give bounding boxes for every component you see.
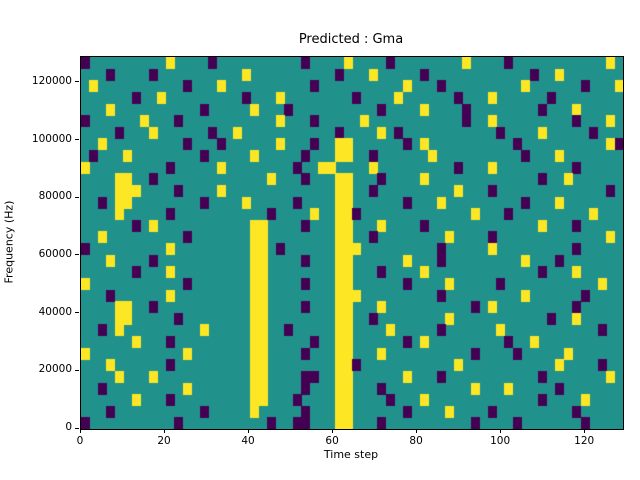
y-tick-mark	[75, 254, 79, 256]
y-tick-label: 60000	[38, 247, 72, 260]
y-tick-mark	[75, 81, 79, 83]
x-tick-label: 40	[241, 435, 255, 447]
x-tick-mark	[331, 429, 333, 433]
x-tick-label: 120	[574, 435, 595, 447]
chart-title: Predicted : Gma	[298, 32, 404, 47]
y-axis-label: Frequency (Hz)	[2, 200, 16, 284]
x-tick-mark	[79, 429, 81, 433]
x-tick-label: 100	[490, 435, 511, 447]
y-tick-label: 0	[65, 421, 72, 433]
y-tick-label: 120000	[31, 74, 72, 87]
y-tick-label: 20000	[38, 363, 72, 376]
x-tick-mark	[583, 429, 585, 433]
y-tick-label: 80000	[38, 190, 72, 203]
heatmap-canvas	[81, 57, 623, 429]
x-tick-mark	[499, 429, 501, 433]
plot-area	[80, 56, 624, 430]
y-tick-mark	[75, 139, 79, 141]
y-tick-mark	[75, 369, 79, 371]
y-tick-mark	[75, 312, 79, 314]
y-tick-label: 100000	[31, 132, 72, 145]
y-tick-mark	[75, 196, 79, 198]
x-tick-label: 0	[76, 435, 84, 447]
x-axis-label: Time step	[323, 448, 379, 461]
x-tick-label: 80	[409, 435, 423, 447]
x-tick-label: 60	[325, 435, 339, 447]
y-tick-mark	[75, 427, 79, 429]
y-tick-label: 40000	[38, 305, 72, 318]
x-tick-mark	[247, 429, 249, 433]
x-tick-label: 20	[157, 435, 171, 447]
x-tick-mark	[415, 429, 417, 433]
x-tick-mark	[163, 429, 165, 433]
